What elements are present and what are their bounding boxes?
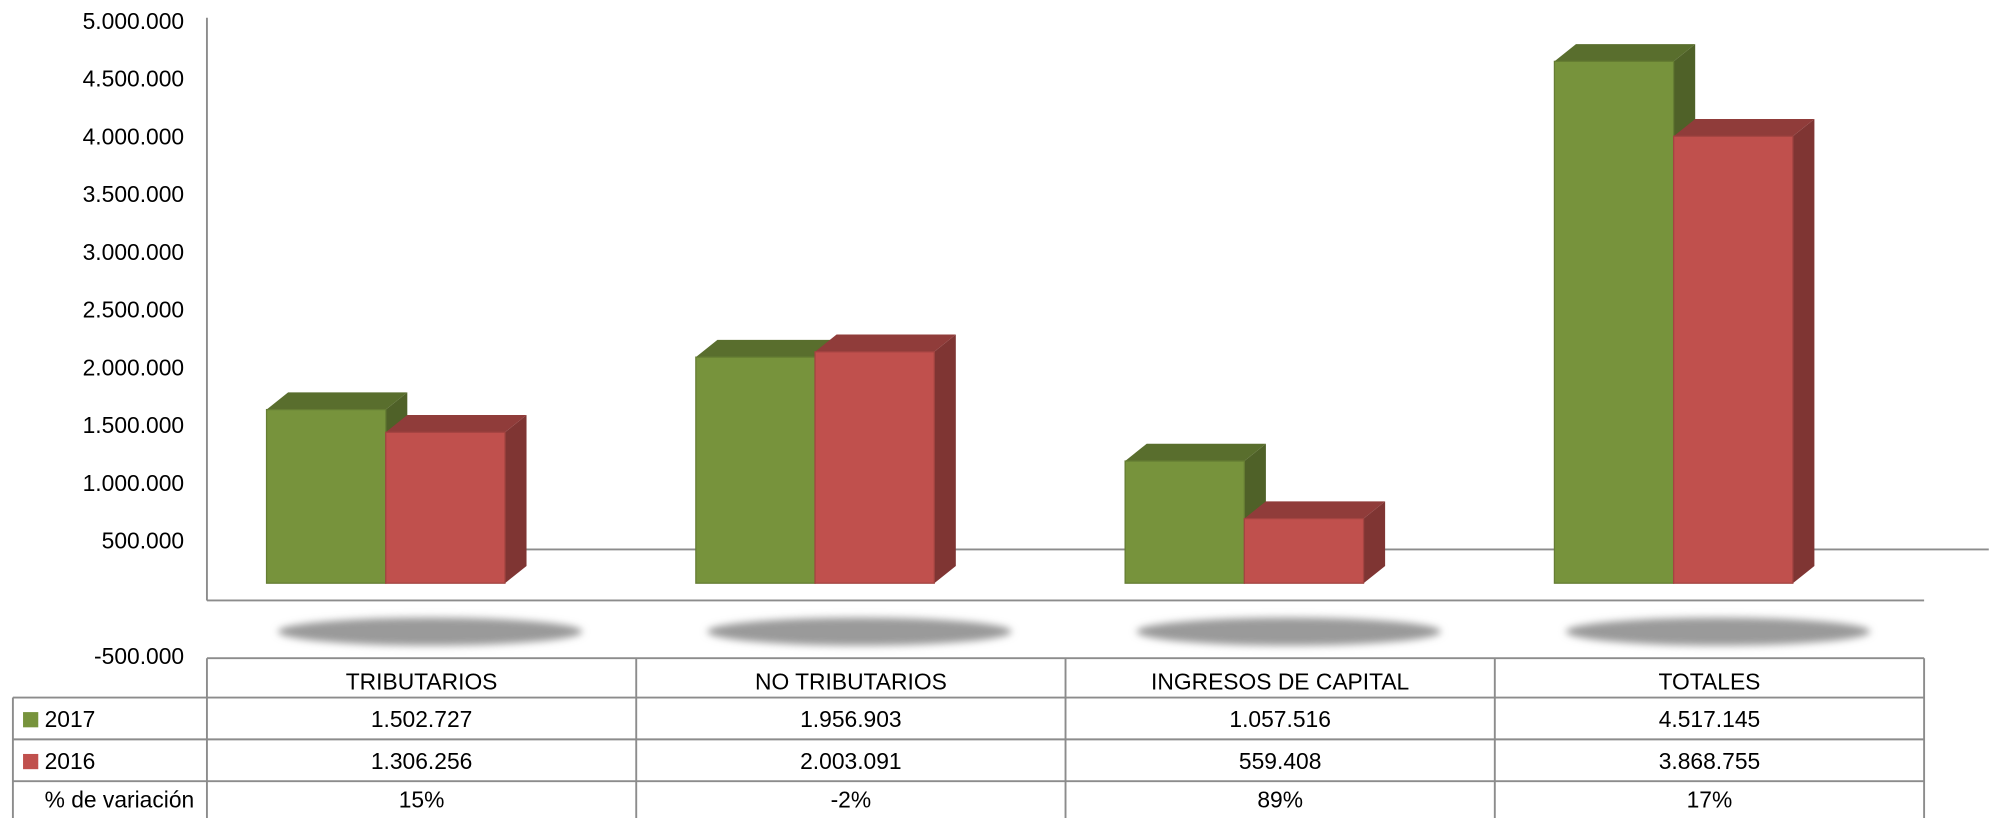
y-tick-label: 500.000: [102, 528, 184, 554]
bar-shadow: [1136, 617, 1441, 646]
y-tick-label: -500.000: [94, 643, 184, 669]
bar: [1243, 517, 1365, 584]
bar-shadow: [1565, 617, 1871, 646]
bar: [385, 431, 506, 584]
y-tick-label: 2.000.000: [83, 354, 184, 380]
table-value: 15%: [399, 787, 445, 813]
bar-side: [1363, 501, 1386, 584]
y-tick-label: 3.000.000: [83, 239, 184, 265]
legend-key: [23, 753, 39, 770]
bar-top: [1125, 443, 1266, 462]
legend-key: [23, 712, 39, 728]
x-tick-label: TOTALES: [1659, 669, 1761, 695]
x-tick-label: INGRESOS DE CAPITAL: [1151, 669, 1409, 695]
x-tick-label: TRIBUTARIOS: [346, 669, 498, 695]
bar: [1124, 460, 1245, 584]
y-tick-label: 4.000.000: [83, 123, 184, 149]
bar-shadow: [277, 617, 583, 646]
bar: [695, 356, 816, 584]
bar-shadow: [707, 617, 1012, 646]
y-tick-label: 1.000.000: [83, 470, 184, 496]
y-tick-label: 2.500.000: [83, 297, 184, 323]
table-value: -2%: [831, 787, 872, 813]
table-value: 1.956.903: [800, 706, 902, 732]
bar-top: [815, 334, 956, 352]
table-value: 89%: [1257, 787, 1303, 813]
bar-top: [1554, 44, 1696, 62]
x-tick-label: NO TRIBUTARIOS: [755, 669, 947, 695]
legend-label: 2016: [45, 748, 96, 774]
table-value: 17%: [1687, 787, 1733, 813]
bar-top: [266, 392, 408, 410]
bar-side: [504, 415, 527, 584]
bar: [814, 351, 935, 584]
bar-top: [385, 415, 527, 433]
bar-side: [934, 334, 956, 584]
table-value: 1.502.727: [371, 706, 472, 732]
legend-label: 2017: [45, 706, 96, 732]
bar-top: [1244, 501, 1386, 519]
row-label: % de variación: [45, 787, 195, 813]
y-tick-label: 1.500.000: [83, 412, 184, 438]
bar: [1553, 60, 1675, 584]
table-value: 1.057.516: [1229, 706, 1331, 732]
bar-side: [1792, 119, 1815, 584]
y-tick-label: 4.500.000: [83, 66, 184, 92]
table-value: 559.408: [1239, 748, 1321, 774]
bar-top: [1673, 119, 1815, 137]
table-value: 2.003.091: [800, 748, 902, 774]
table-value: 3.868.755: [1659, 748, 1760, 774]
table-value: 1.306.256: [371, 748, 472, 774]
bar-top: [695, 339, 837, 358]
table-value: 4.517.145: [1659, 706, 1760, 732]
bar: [1672, 135, 1794, 584]
y-tick-label: 5.000.000: [83, 8, 184, 34]
y-tick-label: 3.500.000: [83, 181, 184, 207]
bar: [265, 408, 387, 584]
